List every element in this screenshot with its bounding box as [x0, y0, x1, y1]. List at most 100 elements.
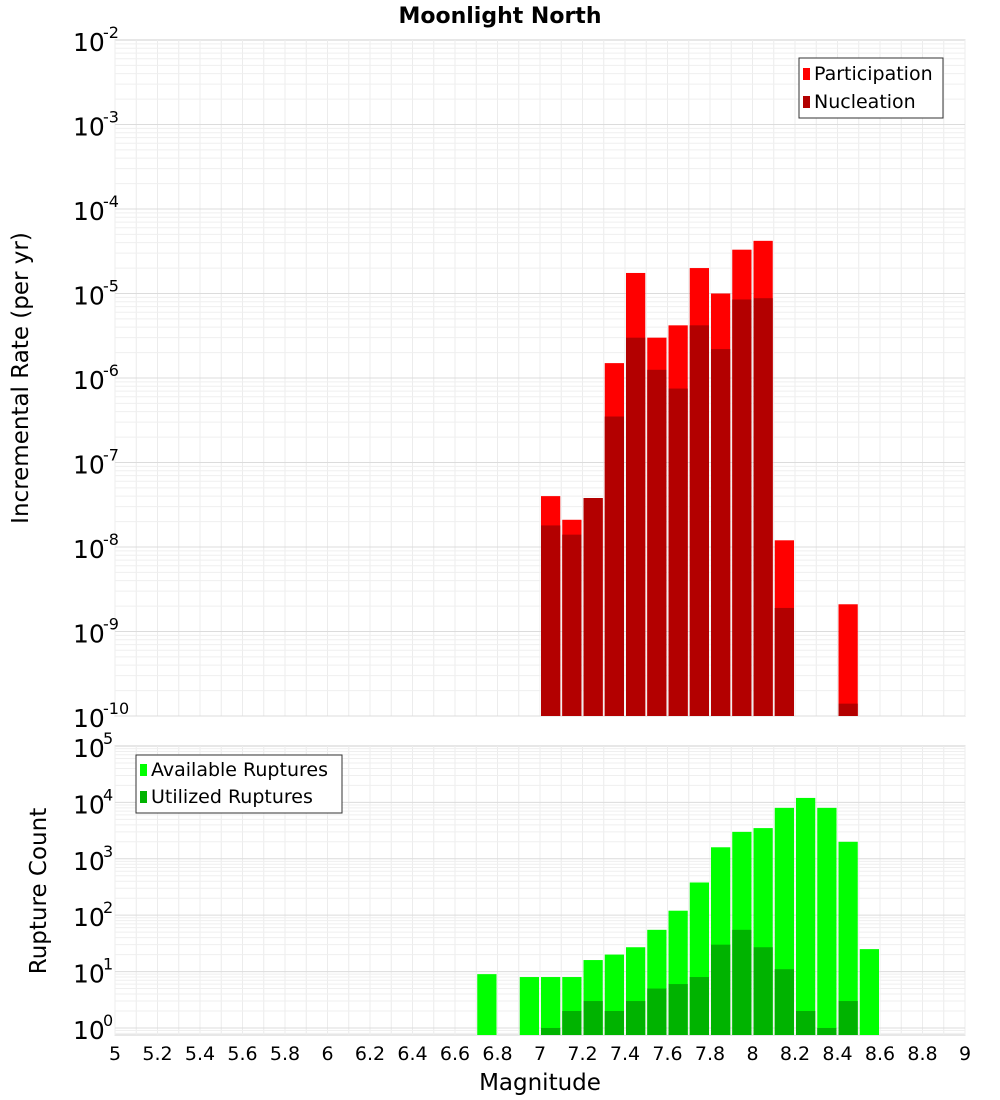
- available-ruptures-bar: [817, 807, 837, 1035]
- y-tick-exponent: -3: [103, 108, 119, 127]
- y-tick-base: 10: [73, 113, 105, 142]
- rate-y-tick: 10-3: [73, 108, 119, 142]
- y-tick-base: 10: [73, 282, 105, 311]
- rate-y-tick: 10-2: [73, 23, 119, 57]
- y-tick-base: 10: [73, 704, 105, 733]
- count-y-axis-label: Rupture Count: [26, 808, 52, 974]
- nucleation-bar: [647, 369, 667, 716]
- count-bars: [477, 797, 879, 1035]
- utilized-ruptures-bar: [796, 1010, 816, 1035]
- y-tick-exponent: 1: [103, 955, 113, 974]
- rate-y-tick: 10-10: [73, 699, 129, 733]
- x-tick-labels: 5 5.2 5.4 5.6 5.8 6 6.2 6.4 6.6 6.8 7 7.2 7.4 7.6 7.8 8…: [109, 1043, 971, 1065]
- available-ruptures-bar: [477, 974, 497, 1035]
- y-tick-exponent: 3: [103, 842, 113, 861]
- x-tick-label: 8.8: [907, 1043, 937, 1065]
- x-tick-label: 8: [746, 1043, 758, 1065]
- nucleation-bar: [689, 325, 709, 716]
- y-tick-exponent: 5: [103, 729, 113, 748]
- nucleation-bar: [711, 349, 731, 716]
- x-tick-label: 6: [321, 1043, 333, 1065]
- y-tick-base: 10: [73, 734, 105, 763]
- rate-legend: Participation Nucleation: [798, 57, 944, 119]
- y-tick-exponent: 4: [103, 785, 113, 804]
- y-tick-exponent: 2: [103, 898, 113, 917]
- nucleation-bar: [668, 388, 688, 716]
- rate-y-tick: 10-6: [73, 361, 119, 395]
- rate-y-tick: 10-8: [73, 530, 119, 564]
- count-y-tick: 102: [73, 898, 113, 932]
- x-tick-label: 7.4: [610, 1043, 640, 1065]
- utilized-legend-swatch: [140, 791, 147, 803]
- available-legend-swatch: [140, 764, 147, 776]
- utilized-ruptures-bar: [647, 988, 667, 1035]
- x-tick-label: 6.2: [355, 1043, 385, 1065]
- y-tick-base: 10: [73, 28, 105, 57]
- count-legend-box: [135, 754, 343, 814]
- count-y-tick: 105: [73, 729, 113, 763]
- y-tick-exponent: -8: [103, 530, 119, 549]
- utilized-ruptures-bar: [753, 947, 773, 1035]
- count-y-tick: 103: [73, 842, 113, 876]
- utilized-ruptures-bar: [838, 1001, 858, 1035]
- utilized-ruptures-bar: [562, 1010, 582, 1035]
- nucleation-bar: [562, 534, 582, 716]
- utilized-ruptures-bar: [626, 1001, 646, 1035]
- y-tick-base: 10: [73, 620, 105, 649]
- utilized-ruptures-bar: [689, 977, 709, 1035]
- rate-y-axis-label: Incremental Rate (per yr): [8, 232, 34, 524]
- nucleation-bar: [604, 416, 624, 716]
- participation-legend-label: Participation: [814, 63, 933, 85]
- utilized-ruptures-bar: [817, 1027, 837, 1035]
- count-y-tick: 104: [73, 785, 113, 819]
- rate-y-tick: 10-4: [73, 192, 119, 226]
- nucleation-bar: [838, 703, 858, 716]
- y-tick-base: 10: [73, 1016, 105, 1045]
- x-tick-label: 6.4: [397, 1043, 427, 1065]
- x-tick-label: 5.4: [185, 1043, 215, 1065]
- y-tick-base: 10: [73, 451, 105, 480]
- utilized-ruptures-bar: [668, 984, 688, 1035]
- rate-gridlines: [114, 40, 966, 717]
- nucleation-bar: [753, 298, 773, 716]
- x-tick-label: 7.2: [567, 1043, 597, 1065]
- nucleation-legend-label: Nucleation: [814, 91, 916, 113]
- utilized-ruptures-bar: [583, 1001, 603, 1035]
- available-legend-label: Available Ruptures: [151, 759, 328, 781]
- x-tick-label: 9: [959, 1043, 971, 1065]
- participation-legend-swatch: [803, 68, 810, 80]
- y-tick-exponent: -5: [103, 277, 119, 296]
- rate-y-tick: 10-5: [73, 277, 119, 311]
- count-y-tick: 100: [73, 1011, 113, 1045]
- nucleation-bar: [774, 607, 794, 716]
- y-tick-exponent: -4: [103, 192, 119, 211]
- y-tick-base: 10: [73, 535, 105, 564]
- y-tick-base: 10: [73, 790, 105, 819]
- count-y-tick: 101: [73, 955, 113, 989]
- x-tick-label: 7: [534, 1043, 546, 1065]
- rate-legend-box: [798, 57, 944, 119]
- x-tick-label: 7.8: [695, 1043, 725, 1065]
- utilized-ruptures-bar: [732, 929, 752, 1035]
- x-tick-label: 7.6: [652, 1043, 682, 1065]
- x-tick-label: 8.2: [780, 1043, 810, 1065]
- y-tick-exponent: 0: [103, 1011, 113, 1030]
- count-legend: Available Ruptures Utilized Ruptures: [135, 754, 343, 814]
- available-ruptures-bar: [519, 977, 539, 1035]
- available-ruptures-bar: [796, 797, 816, 1035]
- rate-bars: [541, 240, 858, 716]
- x-tick-label: 6.8: [482, 1043, 512, 1065]
- chart-title: Moonlight North: [398, 4, 601, 29]
- nucleation-bar: [732, 299, 752, 716]
- y-tick-base: 10: [73, 847, 105, 876]
- y-tick-exponent: -2: [103, 23, 119, 42]
- utilized-ruptures-bar: [711, 944, 731, 1035]
- y-tick-base: 10: [73, 903, 105, 932]
- y-tick-base: 10: [73, 960, 105, 989]
- rate-y-tick: 10-9: [73, 615, 119, 649]
- y-tick-exponent: -7: [103, 446, 119, 465]
- x-axis-label: Magnitude: [479, 1070, 601, 1096]
